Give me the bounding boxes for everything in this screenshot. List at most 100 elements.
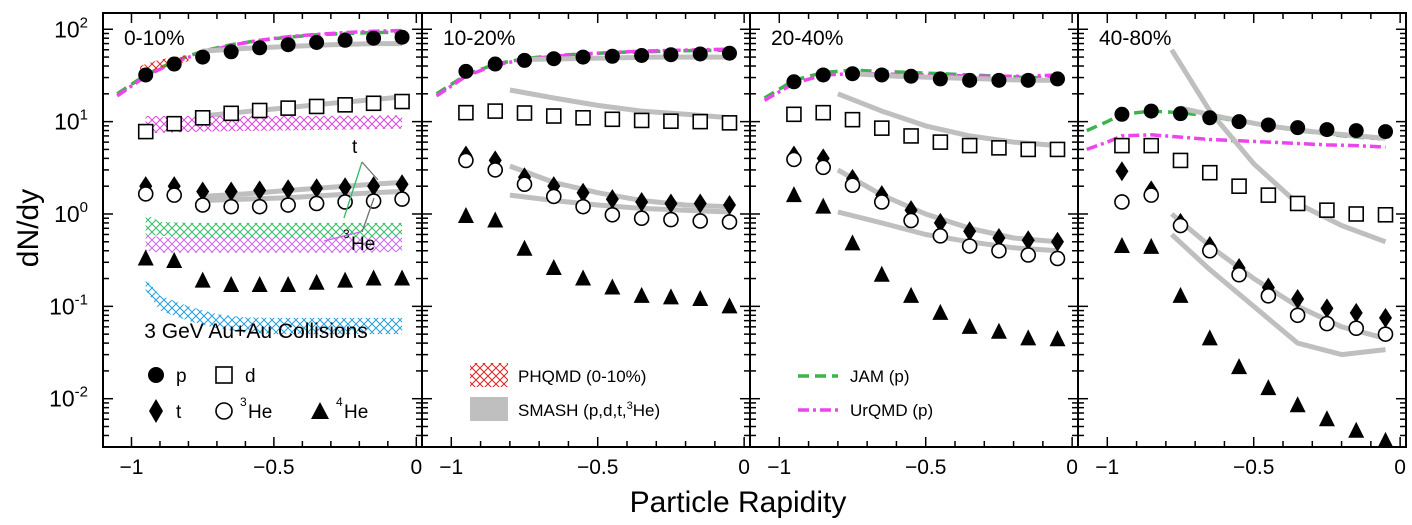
point-p — [1114, 106, 1130, 122]
point-3he — [487, 162, 504, 178]
point-3he — [1231, 266, 1247, 283]
point-d — [516, 105, 533, 121]
point-3he — [308, 195, 325, 212]
point-t — [1291, 289, 1305, 310]
point-d — [1020, 141, 1037, 158]
y-tick-label: 101 — [54, 107, 88, 135]
model-phqmd-3he-band — [145, 234, 403, 253]
point-4he — [932, 303, 949, 320]
point-t — [224, 181, 238, 202]
legend-label-jam: JAM (p) — [850, 367, 910, 386]
y-tick-label: 10-2 — [49, 384, 88, 412]
point-p — [845, 66, 860, 82]
point-4he — [194, 271, 211, 288]
model-phqmd-t-band — [145, 214, 403, 238]
point-d — [844, 111, 861, 128]
model-smash-3he-line — [837, 209, 1058, 254]
panel-40-80: −1 −0.5 0 40-80% — [1077, 12, 1407, 479]
point-p — [223, 44, 239, 60]
point-d — [721, 115, 738, 131]
legend-item-d: d — [215, 366, 256, 387]
point-4he — [137, 249, 154, 266]
legend-label-he4-sup: 4 — [336, 395, 343, 409]
point-p — [337, 32, 353, 48]
point-3he — [844, 177, 861, 193]
panel-label: 20-40% — [771, 27, 843, 50]
point-d — [663, 113, 679, 130]
point-4he — [692, 290, 709, 307]
point-4he — [280, 276, 297, 293]
point-3he — [458, 152, 474, 169]
legend-models-b: JAM (p) UrQMD (p) — [798, 367, 933, 420]
point-3he — [1143, 187, 1160, 203]
legend-marker-open-circle — [215, 402, 233, 420]
panel-10-20: −1 −0.5 0 10-20% — [421, 12, 751, 479]
legend-marker-triangle — [311, 402, 329, 419]
point-d — [1377, 206, 1394, 223]
point-4he — [844, 234, 861, 251]
point-4he — [166, 251, 183, 268]
point-d — [961, 137, 978, 154]
panel-label: 40-80% — [1099, 27, 1171, 50]
x-axis: −1 −0.5 0 — [1077, 13, 1406, 479]
legend-label-he4: He — [344, 402, 368, 423]
point-3he — [1377, 326, 1394, 342]
annotation-t-arrow-green — [343, 161, 363, 219]
point-3he — [1260, 288, 1277, 304]
point-3he — [604, 206, 621, 223]
model-phqmd-d-band — [145, 115, 403, 134]
point-p — [458, 63, 474, 79]
point-3he — [194, 197, 211, 213]
plot-area — [1086, 48, 1394, 447]
point-p — [663, 47, 679, 63]
y-axis-title: dN/dy — [12, 189, 45, 267]
point-4he — [604, 278, 621, 295]
point-d — [251, 102, 268, 119]
point-p — [1202, 110, 1218, 126]
panel-label: 10-20% — [443, 27, 515, 50]
series-4he — [785, 186, 1066, 347]
panel-frame — [1077, 12, 1407, 448]
point-p — [280, 37, 296, 53]
y-tick-label-exp: -2 — [75, 384, 88, 401]
point-p — [604, 48, 620, 64]
point-4he — [1201, 329, 1218, 346]
point-p — [487, 56, 503, 72]
point-d — [873, 120, 890, 136]
point-t — [1051, 231, 1064, 252]
point-3he — [692, 213, 709, 229]
x-axis: −1 −0.5 0 — [749, 13, 1078, 479]
point-p — [1143, 103, 1159, 119]
legend-marker-square — [215, 366, 233, 384]
model-smash-t-line — [1170, 212, 1387, 341]
series-4he — [457, 207, 738, 314]
point-d — [1172, 152, 1189, 169]
x-tick-label: −1 — [120, 456, 144, 479]
legend-marker-diamond — [149, 399, 163, 423]
point-3he — [251, 198, 268, 215]
y-tick-label-exp: 1 — [80, 107, 88, 124]
point-t — [635, 191, 649, 212]
point-3he — [721, 214, 738, 230]
x-tick-label: −0.5 — [905, 456, 946, 479]
x-tick-label: 0 — [738, 456, 750, 479]
point-d — [1049, 141, 1066, 158]
legend-item-he4: 4 He — [311, 395, 368, 423]
point-4he — [516, 239, 533, 256]
legend-label-t: t — [176, 402, 182, 423]
point-4he — [457, 207, 474, 224]
point-4he — [337, 271, 354, 288]
x-tick-label: −0.5 — [577, 456, 618, 479]
point-p — [1348, 123, 1364, 139]
point-t — [723, 195, 736, 216]
y-tick-label-base: 10 — [49, 386, 75, 412]
series-3he — [458, 152, 738, 230]
series-3he — [137, 186, 410, 215]
model-jam-p-line — [763, 68, 1058, 100]
point-3he — [166, 187, 183, 203]
point-t — [1379, 307, 1392, 328]
point-t — [395, 174, 409, 195]
point-4he — [1113, 237, 1130, 254]
point-4he — [990, 322, 1007, 339]
point-p — [138, 67, 154, 83]
